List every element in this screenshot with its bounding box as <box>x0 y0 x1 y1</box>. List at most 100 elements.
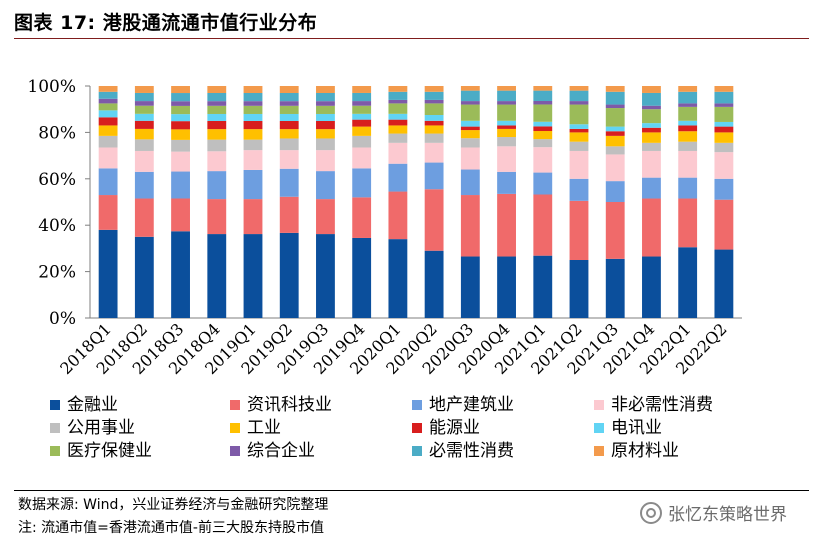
bar-segment-10 <box>207 101 227 106</box>
bar-segment-12 <box>388 86 408 92</box>
bar-segment-11 <box>98 91 118 99</box>
bar-segment-2 <box>134 198 154 237</box>
title-divider <box>14 38 809 39</box>
bar-segment-4 <box>388 142 408 164</box>
y-tick-label: 60% <box>38 170 76 190</box>
bar-segment-9 <box>243 105 263 114</box>
bar-segment-10 <box>388 99 408 104</box>
bar-segment-6 <box>460 130 480 139</box>
bar-segment-3 <box>243 169 263 200</box>
bar-segment-3 <box>171 171 190 199</box>
bar-segment-9 <box>316 105 335 114</box>
bar-segment-3 <box>605 181 625 202</box>
bar-segment-9 <box>424 103 444 115</box>
bar-segment-1 <box>678 247 698 318</box>
bar-segment-10 <box>569 101 589 105</box>
bar-segment-7 <box>460 126 480 131</box>
bar-segment-11 <box>171 93 190 102</box>
bar-segment-7 <box>98 117 118 126</box>
bar-segment-1 <box>207 234 227 318</box>
wechat-logo-icon <box>640 501 662 524</box>
bar-segment-7 <box>134 120 154 129</box>
bar-segment-12 <box>134 86 154 93</box>
bar-segment-8 <box>171 114 190 122</box>
bar-segment-1 <box>134 236 154 318</box>
bar-segment-12 <box>642 86 661 93</box>
bar-segment-2 <box>243 199 263 235</box>
bar-segment-10 <box>98 98 118 104</box>
bar-segment-5 <box>98 135 118 148</box>
bar-segment-8 <box>207 113 227 121</box>
bar-segment-10 <box>424 99 444 104</box>
bar-segment-8 <box>424 115 444 121</box>
bar-segment-6 <box>134 128 154 140</box>
bar-segment-10 <box>642 105 661 110</box>
bar-segment-1 <box>460 256 480 318</box>
bar-segment-8 <box>460 120 480 127</box>
bar-segment-8 <box>642 123 661 128</box>
bar-segment-5 <box>460 138 480 148</box>
bar-segment-3 <box>316 171 335 200</box>
bar-segment-5 <box>388 133 408 143</box>
bar-segment-8 <box>678 120 698 126</box>
bar-segment-7 <box>207 120 227 130</box>
bar-segment-2 <box>714 199 734 250</box>
legend-label: 非必需性消费 <box>611 395 713 415</box>
bar-segment-9 <box>207 105 227 114</box>
bar-segment-12 <box>279 86 299 93</box>
bar-segment-7 <box>678 125 698 132</box>
bar-segment-4 <box>569 150 589 179</box>
bar-segment-4 <box>497 146 516 172</box>
bar-segment-6 <box>424 125 444 134</box>
bar-segment-10 <box>714 103 734 107</box>
bar-segment-2 <box>171 198 190 232</box>
bar-segment-1 <box>388 239 408 318</box>
bar-segment-2 <box>98 195 118 230</box>
bar-segment-11 <box>388 91 408 100</box>
bar-segment-12 <box>714 86 734 92</box>
bar-segment-5 <box>316 138 335 151</box>
bar-segment-5 <box>134 139 154 151</box>
bar-segment-5 <box>207 139 227 152</box>
bar-segment-1 <box>605 258 625 318</box>
bar-segment-2 <box>388 191 408 240</box>
bar-segment-9 <box>171 105 190 115</box>
bar-segment-3 <box>424 162 444 190</box>
bar-segment-4 <box>678 150 698 178</box>
bar-segment-11 <box>460 90 480 102</box>
bar-segment-1 <box>98 229 118 318</box>
bar-segment-5 <box>279 138 299 151</box>
bar-segment-3 <box>352 168 372 198</box>
bar-segment-6 <box>605 135 625 147</box>
legend-label: 原材料业 <box>611 441 679 461</box>
bar-segment-12 <box>316 86 335 93</box>
bar-segment-8 <box>497 120 516 126</box>
bar-segment-6 <box>714 132 734 143</box>
bar-segment-10 <box>460 101 480 105</box>
bar-segment-2 <box>207 199 227 235</box>
legend-swatch <box>230 423 240 433</box>
bar-segment-9 <box>605 108 625 127</box>
bar-segment-7 <box>316 120 335 130</box>
legend-swatch <box>594 423 604 433</box>
bar-segment-4 <box>352 147 372 169</box>
bar-segment-8 <box>569 124 589 129</box>
bar-segment-9 <box>98 103 118 111</box>
bar-segment-10 <box>171 101 190 106</box>
bar-segment-11 <box>134 92 154 102</box>
bar-segment-2 <box>605 202 625 259</box>
bar-segment-8 <box>388 113 408 120</box>
bar-segment-4 <box>424 142 444 163</box>
bar-segment-10 <box>352 101 372 106</box>
bar-segment-4 <box>605 154 625 182</box>
legend-label: 资讯科技业 <box>247 395 332 415</box>
bar-segment-10 <box>678 103 698 107</box>
bar-segment-11 <box>316 92 335 102</box>
bar-segment-4 <box>171 151 190 172</box>
y-tick-label: 0% <box>49 309 76 329</box>
bar-segment-6 <box>352 126 372 136</box>
bar-segment-2 <box>569 200 589 260</box>
y-tick-label: 40% <box>38 216 76 236</box>
bar-segment-6 <box>207 129 227 140</box>
footnote-text: 注: 流通市值=香港流通市值-前三大股东持股市值 <box>18 520 324 536</box>
